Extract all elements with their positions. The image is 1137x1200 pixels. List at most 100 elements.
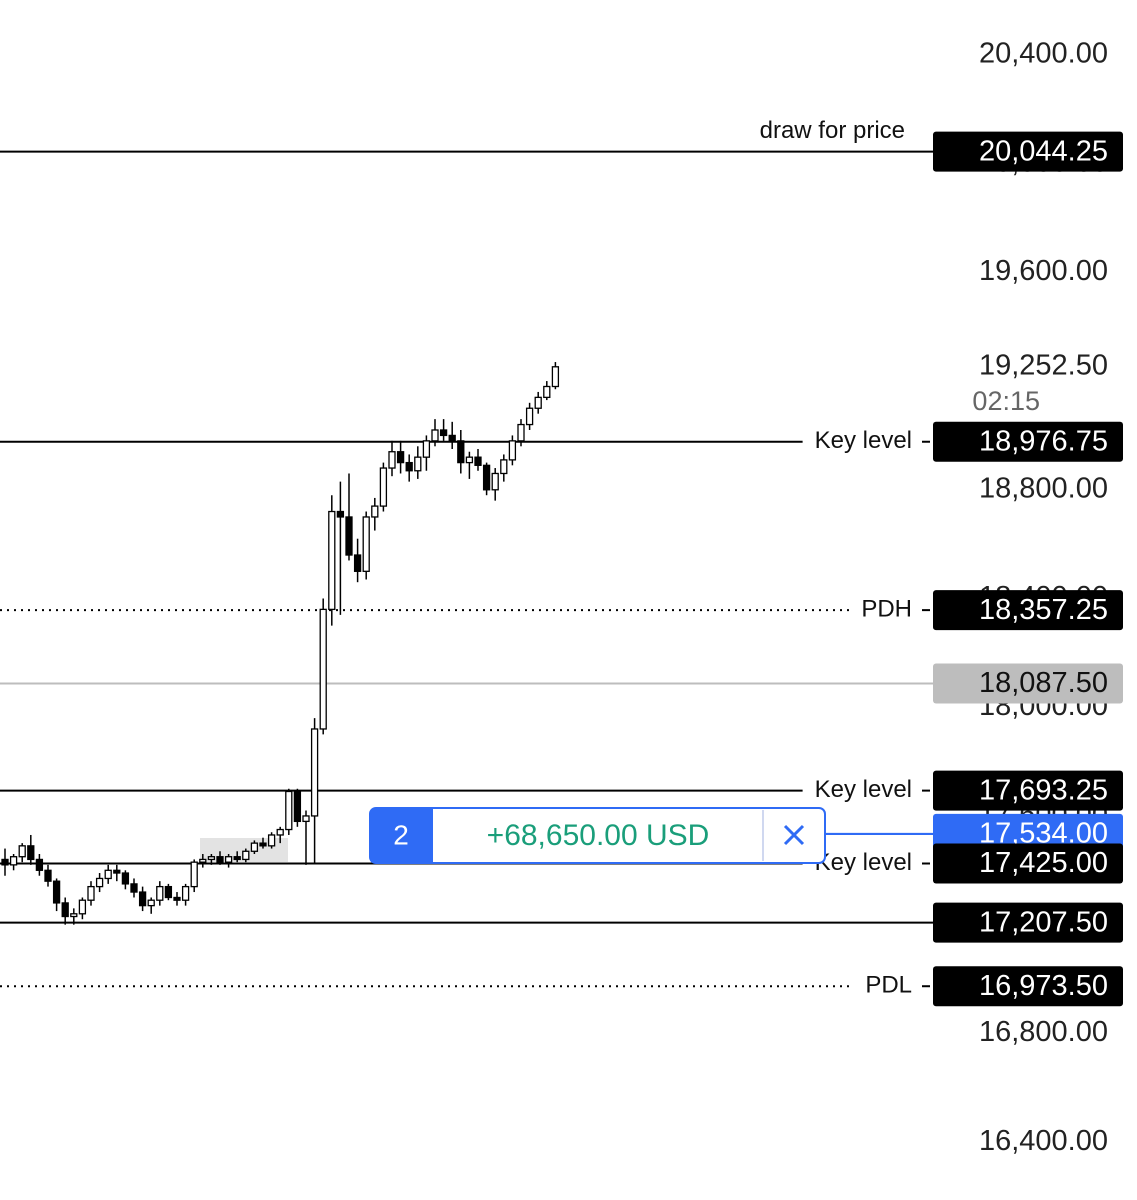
candle-body <box>52 880 61 904</box>
candle-body <box>293 790 302 823</box>
candle-body <box>414 456 422 472</box>
close-button[interactable] <box>783 824 805 846</box>
candle-body <box>302 815 310 823</box>
candle-body <box>482 464 491 491</box>
price-tag-label: 20,044.25 <box>979 135 1108 167</box>
level-name: Key level <box>815 849 912 876</box>
candle-body <box>422 440 431 458</box>
candle-body <box>362 516 370 572</box>
candle-body <box>491 472 499 491</box>
candle-body <box>431 429 439 442</box>
price-tag <box>933 590 1123 631</box>
y-tick-label: 19,600.00 <box>979 255 1108 287</box>
price-tag <box>933 421 1123 462</box>
candle-body <box>113 869 121 874</box>
candle-body <box>474 456 482 466</box>
candle-body <box>517 423 525 442</box>
price-tag-label: 17,425.00 <box>979 847 1108 879</box>
candle-body <box>199 858 207 863</box>
price-tag-label: 18,357.25 <box>979 594 1108 626</box>
candle-body <box>78 899 87 915</box>
candle-body <box>551 366 560 388</box>
candle-body <box>61 902 69 918</box>
quantity-box <box>370 808 433 863</box>
y-tick-label: 20,400.00 <box>979 38 1108 70</box>
candle-body <box>9 856 18 866</box>
candle-body <box>164 885 173 899</box>
candle-body <box>1 858 9 866</box>
candle-body <box>156 885 164 901</box>
candle-body <box>448 434 456 442</box>
candle-body <box>259 842 267 847</box>
candle-body <box>224 856 233 863</box>
candle-body <box>534 396 542 409</box>
position-pnl: +68,650.00 USD <box>487 819 710 852</box>
level-name: Key level <box>815 427 912 454</box>
level-name: PDL <box>865 972 912 999</box>
candle-body <box>336 510 345 518</box>
candle-body <box>190 861 198 888</box>
level-name: Key level <box>815 776 912 803</box>
candle-body <box>439 429 448 437</box>
candle-body <box>173 896 181 901</box>
candle-body <box>147 899 155 907</box>
candle-body <box>525 407 534 426</box>
candle-body <box>121 872 130 885</box>
candle-body <box>70 913 78 918</box>
candle-body <box>328 510 336 611</box>
price-tag <box>933 902 1123 943</box>
candle-body <box>345 516 353 556</box>
candle-body <box>233 856 241 861</box>
candle-body <box>181 885 190 901</box>
level-name: draw for price <box>760 117 905 144</box>
price-tag-label: 16,973.50 <box>979 970 1108 1002</box>
candle-body <box>18 845 26 858</box>
candle-body <box>35 858 44 871</box>
candle-body <box>457 440 465 464</box>
candle-body <box>130 883 138 893</box>
candle-body <box>353 554 362 572</box>
y-tick-label: 16,800.00 <box>979 1016 1108 1048</box>
price-tag <box>933 843 1123 884</box>
price-tag-label: 17,693.25 <box>979 774 1108 806</box>
candle-body <box>216 856 224 863</box>
candle-body <box>44 869 52 882</box>
price-tag <box>933 966 1123 1007</box>
candle-body <box>500 459 508 475</box>
candle-body <box>508 440 517 461</box>
candle-body <box>27 845 35 861</box>
price-tags: 20,044.25 18,976.75 18,357.25 18,087.50 17,6… <box>933 131 1123 1007</box>
candle-body <box>250 842 259 852</box>
price-tag-label: 17,207.50 <box>979 906 1108 938</box>
candle-body <box>95 877 104 888</box>
price-tag <box>933 663 1123 704</box>
last-price-label: 19,252.50 <box>979 349 1108 381</box>
countdown: 02:15 <box>972 386 1040 416</box>
candles <box>1 362 560 925</box>
price-tag-label: 18,087.50 <box>979 667 1108 699</box>
levels: draw for price Key level PDH Key level Key l… <box>0 117 933 999</box>
candle-body <box>242 850 250 861</box>
candle-body <box>465 456 474 464</box>
candle-body <box>104 869 112 880</box>
candle-body <box>267 834 276 847</box>
candle-body <box>543 385 551 399</box>
candle-body <box>388 451 396 469</box>
candle-body <box>87 885 95 901</box>
candle-body <box>138 891 147 907</box>
candle-body <box>396 451 405 464</box>
y-tick-label: 16,400.00 <box>979 1125 1108 1157</box>
candle-body <box>379 467 388 507</box>
price-tag <box>933 770 1123 811</box>
candle-body <box>310 728 319 817</box>
level-name: PDH <box>861 595 912 622</box>
candle-body <box>276 828 284 836</box>
y-tick-label: 18,800.00 <box>979 472 1108 504</box>
position-quantity: 2 <box>393 819 409 850</box>
position-widget[interactable]: 2 +68,650.00 USD <box>369 807 934 864</box>
last-price-bg <box>940 346 1120 407</box>
candle-body <box>405 461 413 472</box>
candle-body <box>319 608 327 730</box>
price-tag <box>933 131 1123 172</box>
